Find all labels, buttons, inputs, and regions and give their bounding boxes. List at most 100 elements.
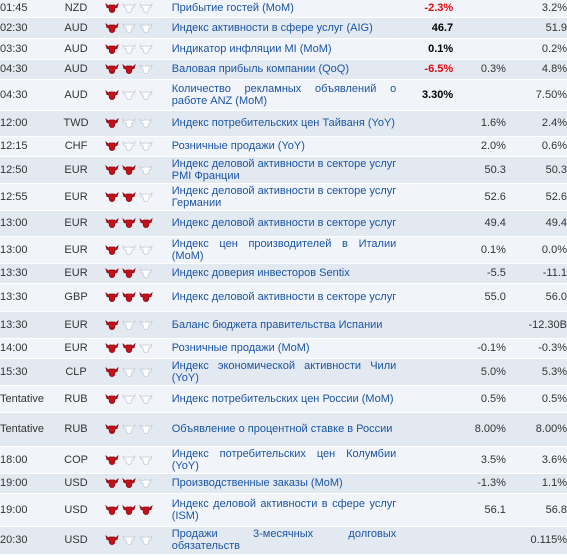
event-link[interactable]: Индекс деловой активности в секторе услу… xyxy=(171,157,397,182)
event-forecast: -1.3% xyxy=(453,473,506,494)
bull-icon xyxy=(138,478,153,488)
bull-icon xyxy=(121,478,136,488)
bull-icon xyxy=(104,393,119,404)
event-currency: RUB xyxy=(47,412,105,447)
event-link[interactable]: Индекс деловой активности в секторе услу… xyxy=(171,217,397,229)
event-row: 12:50 EUR Индекс деловой активности в се… xyxy=(0,156,567,184)
bull-icon xyxy=(104,164,119,175)
event-forecast: 0.5% xyxy=(453,385,506,413)
bull-icon xyxy=(121,22,136,33)
event-link[interactable]: Производственные заказы (MoM) xyxy=(171,477,343,489)
event-actual xyxy=(396,136,454,157)
event-currency: NZD xyxy=(47,0,105,18)
bull-icon xyxy=(138,164,153,175)
event-currency: GBP xyxy=(47,283,105,312)
bull-icon xyxy=(121,43,136,54)
event-link[interactable]: Продажи 3-месячных долговых обязательств xyxy=(171,528,397,552)
bull-icon xyxy=(138,366,153,377)
event-currency: AUD xyxy=(47,79,105,111)
bull-icon xyxy=(138,3,153,14)
event-currency: USD xyxy=(47,473,105,494)
event-row: Tentative RUB Объявление о процентной ст… xyxy=(0,412,567,447)
event-link[interactable]: Индекс деловой активности в сфере услуг … xyxy=(171,497,397,522)
event-forecast: 3.5% xyxy=(453,446,506,474)
bull-icon xyxy=(121,535,136,545)
event-row: 20:30 USD Продажи 3-месячных долговых об… xyxy=(0,526,567,555)
event-time: Tentative xyxy=(0,412,48,447)
event-time: 12:15 xyxy=(0,136,48,157)
bull-icon xyxy=(138,343,153,353)
event-forecast xyxy=(453,17,506,39)
event-previous: 4.8% xyxy=(505,59,567,80)
event-forecast: 49.4 xyxy=(453,210,506,237)
importance-rating xyxy=(104,263,172,284)
event-link[interactable]: Объявление о процентной ставке в России xyxy=(171,423,393,435)
importance-rating xyxy=(104,283,172,312)
event-link[interactable]: Индекс деловой активности в секторе услу… xyxy=(171,291,397,303)
event-forecast: 0.3% xyxy=(453,59,506,80)
event-time: 20:30 xyxy=(0,526,48,555)
event-link[interactable]: Розничные продажи (YoY) xyxy=(171,140,305,152)
event-actual xyxy=(396,110,454,137)
bull-icon xyxy=(138,43,153,54)
bull-icon xyxy=(138,319,153,330)
event-link[interactable]: Индекс потребительских цен России (MoM) xyxy=(171,392,394,405)
importance-rating xyxy=(104,183,172,211)
bull-icon xyxy=(121,393,136,404)
event-forecast: 1.6% xyxy=(453,110,506,137)
event-link[interactable]: Валовая прибыль компании (QoQ) xyxy=(171,63,350,75)
event-row: 01:45 NZD Прибытие гостей (MoM) -2.3% 3.… xyxy=(0,0,567,18)
event-actual xyxy=(396,311,454,339)
event-time: 13:00 xyxy=(0,236,48,264)
event-forecast xyxy=(453,79,506,111)
event-forecast: 52.6 xyxy=(453,183,506,211)
event-previous: 3.2% xyxy=(505,0,567,18)
event-link[interactable]: Индикатор инфляции MI (MoM) xyxy=(171,42,332,55)
event-currency: TWD xyxy=(47,110,105,137)
event-row: Tentative RUB Индекс потребительских цен… xyxy=(0,385,567,413)
bull-icon xyxy=(104,268,119,278)
bull-icon xyxy=(104,424,119,434)
event-link[interactable]: Индекс доверия инвесторов Sentix xyxy=(171,267,350,279)
event-link[interactable]: Баланс бюджета правительства Испании xyxy=(171,318,383,331)
event-currency: EUR xyxy=(47,210,105,237)
event-previous: 7.50% xyxy=(505,79,567,111)
bull-icon xyxy=(104,141,119,151)
bull-icon xyxy=(138,504,153,515)
event-link[interactable]: Прибытие гостей (MoM) xyxy=(171,2,294,15)
event-actual xyxy=(396,412,454,447)
event-forecast: -0.1% xyxy=(453,338,506,359)
event-row: 12:55 EUR Индекс деловой активности в се… xyxy=(0,183,567,211)
event-row: 19:00 USD Индекс деловой активности в сф… xyxy=(0,493,567,527)
bull-icon xyxy=(121,118,136,128)
bull-icon xyxy=(121,141,136,151)
event-currency: EUR xyxy=(47,156,105,184)
event-link[interactable]: Индекс потребительских цен Колумбии (YoY… xyxy=(171,447,397,472)
event-previous: 3.6% xyxy=(505,446,567,474)
event-link[interactable]: Индекс потребительских цен Тайваня (YoY) xyxy=(171,117,395,129)
event-previous: 56.8 xyxy=(505,493,567,527)
event-row: 03:30 AUD Индикатор инфляции MI (MoM) 0.… xyxy=(0,38,567,60)
event-link[interactable]: Индекс экономической активности Чили (Yo… xyxy=(171,359,397,384)
bull-icon xyxy=(138,141,153,151)
importance-rating xyxy=(104,526,172,555)
event-time: 04:30 xyxy=(0,59,48,80)
event-link[interactable]: Индекс деловой активности в секторе услу… xyxy=(171,184,397,209)
bull-icon xyxy=(121,292,136,302)
bull-icon xyxy=(138,424,153,434)
event-previous: 1.1% xyxy=(505,473,567,494)
event-row: 12:15 CHF Розничные продажи (YoY) 2.0% 0… xyxy=(0,136,567,157)
event-link[interactable]: Индекс активности в сфере услуг (AIG) xyxy=(171,21,373,34)
event-previous: 2.4% xyxy=(505,110,567,137)
event-forecast xyxy=(453,38,506,60)
event-link[interactable]: Индекс цен производителей в Италии (MoM) xyxy=(171,237,397,262)
event-actual xyxy=(396,183,454,211)
event-time: 19:00 xyxy=(0,473,48,494)
importance-rating xyxy=(104,38,172,60)
event-link[interactable]: Количество рекламных объявлений о работе… xyxy=(171,82,397,107)
importance-rating xyxy=(104,156,172,184)
event-link[interactable]: Розничные продажи (MoM) xyxy=(171,342,310,354)
bull-icon xyxy=(121,244,136,255)
event-row: 13:30 EUR Индекс доверия инвесторов Sent… xyxy=(0,263,567,284)
